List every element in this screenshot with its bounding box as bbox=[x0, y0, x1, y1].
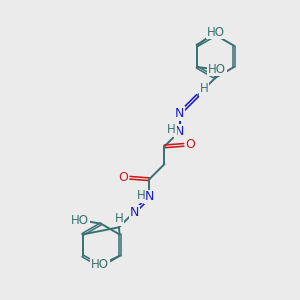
Text: N: N bbox=[175, 125, 184, 138]
Text: N: N bbox=[129, 206, 139, 219]
Text: O: O bbox=[185, 138, 195, 152]
Text: HO: HO bbox=[71, 214, 89, 227]
Text: HO: HO bbox=[207, 26, 225, 38]
Text: N: N bbox=[175, 107, 184, 120]
Text: O: O bbox=[118, 171, 128, 184]
Text: HO: HO bbox=[91, 258, 109, 271]
Text: H: H bbox=[167, 123, 176, 136]
Text: H: H bbox=[136, 189, 145, 202]
Text: H: H bbox=[115, 212, 123, 226]
Text: H: H bbox=[200, 82, 208, 95]
Text: N: N bbox=[145, 190, 154, 203]
Text: HO: HO bbox=[208, 63, 226, 76]
